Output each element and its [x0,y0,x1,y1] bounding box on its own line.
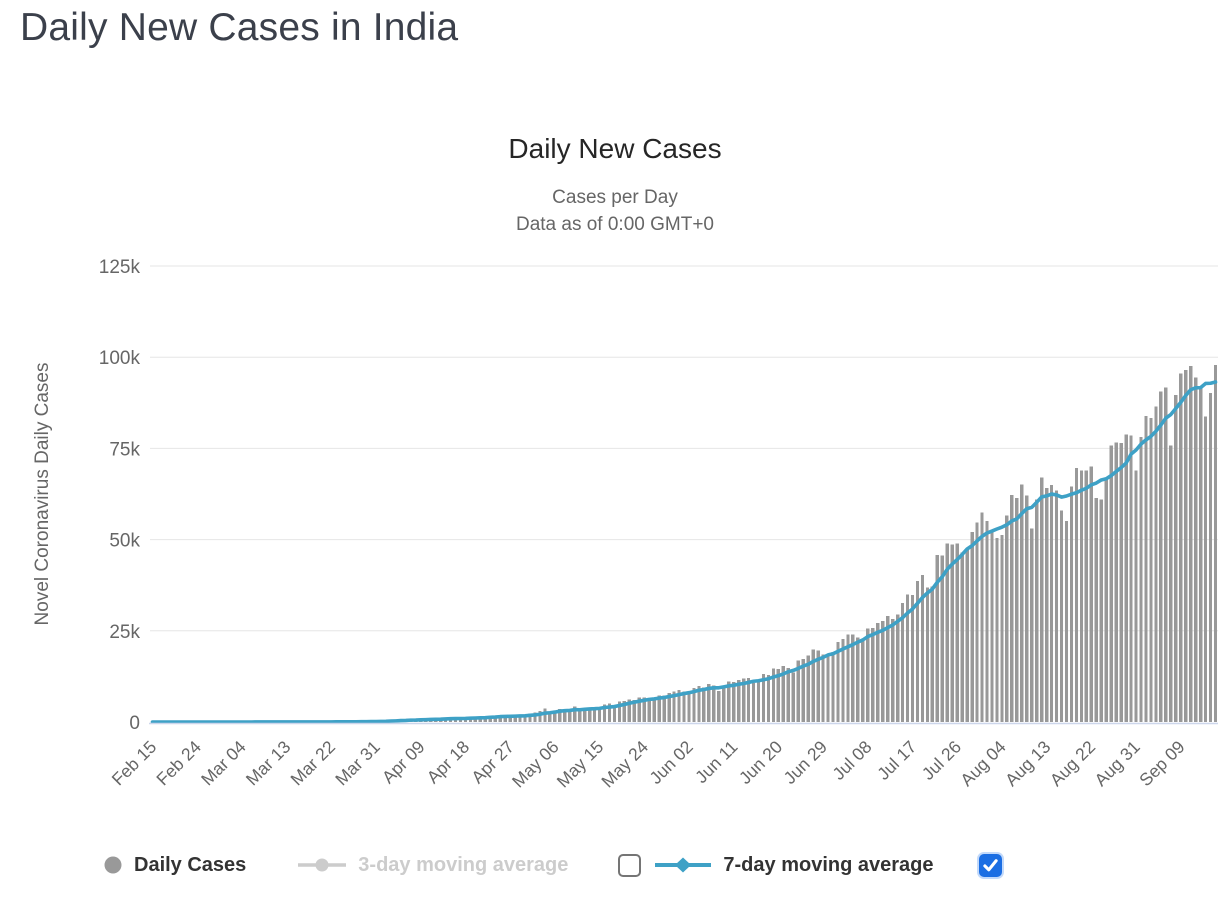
checkbox-7-day-moving-average[interactable] [979,853,1003,877]
svg-text:Mar 13: Mar 13 [242,737,295,790]
legend-label-daily-cases: Daily Cases [134,853,247,876]
legend-item-3-day-moving-average[interactable]: 3-day moving average [298,854,568,877]
gridlines [150,265,1218,632]
svg-text:Aug 22: Aug 22 [1046,737,1099,790]
chart-title: Daily New Cases [508,133,722,164]
svg-text:Aug 31: Aug 31 [1091,737,1144,790]
svg-text:Mar 22: Mar 22 [286,737,339,790]
svg-text:May 06: May 06 [508,737,563,792]
svg-text:Mar 31: Mar 31 [331,737,384,790]
daily-cases-marker-icon [104,856,122,874]
svg-text:75k: 75k [109,439,140,460]
svg-text:Jun 02: Jun 02 [645,737,696,788]
7-day-moving-average-marker-icon [655,857,712,873]
svg-text:100k: 100k [99,348,141,369]
chart-legend: Daily Cases 3-day moving average 7-day m… [0,845,1230,885]
svg-text:125k: 125k [99,257,141,278]
y-axis-title: Novel Coronavirus Daily Cases [32,363,53,626]
chart-subtitle-cases-per-day: Cases per Day [552,187,678,208]
daily-cases-bars[interactable] [230,364,1218,722]
svg-text:Jun 20: Jun 20 [735,737,786,788]
svg-text:Jun 29: Jun 29 [780,737,831,788]
svg-text:May 15: May 15 [553,737,608,792]
svg-text:Feb 24: Feb 24 [152,736,205,789]
legend-label-7-day-moving-average: 7-day moving average [723,853,934,876]
svg-text:25k: 25k [109,622,140,643]
svg-text:Apr 09: Apr 09 [378,737,429,788]
svg-text:0: 0 [129,713,140,734]
seven-day-moving-average-line[interactable] [150,380,1218,724]
checkbox-3-day-moving-average[interactable] [618,853,642,877]
legend-label-3-day-moving-average: 3-day moving average [358,853,569,876]
svg-text:Aug 13: Aug 13 [1001,737,1054,790]
svg-text:Feb 15: Feb 15 [108,737,161,790]
svg-text:Jun 11: Jun 11 [691,737,741,787]
svg-text:Jul 17: Jul 17 [873,737,920,784]
svg-text:Jul 08: Jul 08 [828,737,875,784]
svg-text:Mar 04: Mar 04 [197,736,250,789]
svg-text:50k: 50k [109,531,140,552]
page-title: Daily New Cases in India [20,6,459,49]
y-axis-tick-labels: 0 25k 50k 75k 100k 125k [99,257,141,734]
svg-text:May 24: May 24 [597,736,652,791]
legend-item-7-day-moving-average[interactable]: 7-day moving average [655,854,933,877]
legend-item-daily-cases[interactable]: Daily Cases [104,854,246,877]
svg-text:Aug 04: Aug 04 [956,736,1010,790]
3-day-moving-average-marker-icon [298,858,347,872]
svg-text:Sep 09: Sep 09 [1135,737,1188,790]
svg-text:Apr 18: Apr 18 [423,737,474,788]
checkmark-icon [983,858,999,871]
chart-subtitle-data-as-of: Data as of 0:00 GMT+0 [515,214,714,235]
